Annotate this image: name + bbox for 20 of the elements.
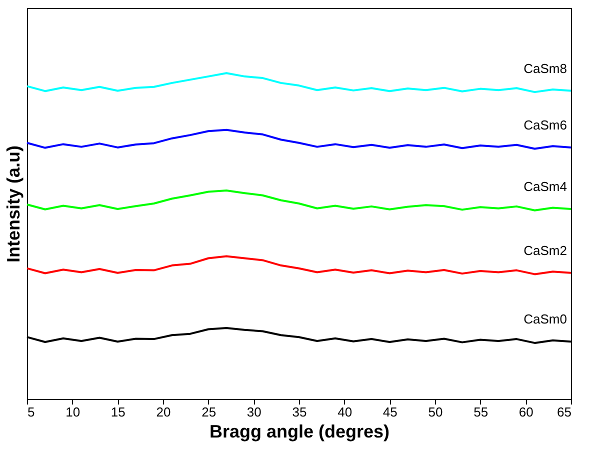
x-tick-label: 25 (202, 404, 216, 420)
x-tick-label: 60 (518, 404, 534, 420)
series-label: CaSm0 (524, 312, 567, 327)
series-label: CaSm4 (524, 179, 567, 194)
x-tick-label: 55 (474, 404, 488, 420)
x-tick-label: 15 (110, 404, 126, 420)
x-tick-label: 5 (28, 404, 35, 420)
y-axis-title: Intensity (a.u) (4, 145, 24, 263)
x-tick-label: 20 (156, 404, 171, 420)
x-tick-label: 10 (66, 404, 80, 420)
x-tick-label: 40 (338, 404, 352, 420)
x-tick-label: 45 (382, 404, 398, 420)
x-tick-label: 30 (246, 404, 262, 420)
x-tick-label: 65 (557, 404, 572, 420)
x-axis-title: Bragg angle (degres) (209, 422, 390, 442)
series-label: CaSm2 (524, 242, 567, 258)
x-tick-label: 50 (428, 404, 443, 420)
series-label: CaSm6 (524, 117, 567, 132)
x-tick-label: 35 (292, 404, 307, 420)
series-label: CaSm8 (524, 60, 567, 76)
